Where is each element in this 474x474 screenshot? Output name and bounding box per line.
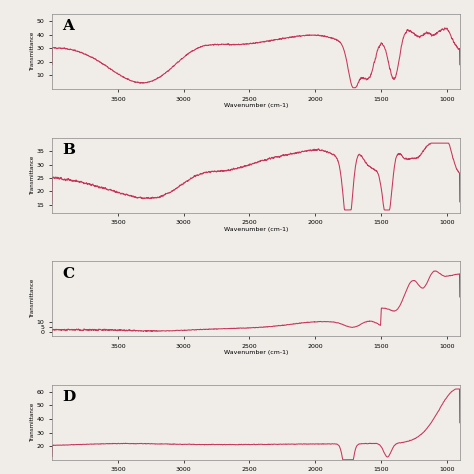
Y-axis label: Transmittance: Transmittance xyxy=(30,403,35,442)
Text: D: D xyxy=(63,390,75,404)
Text: C: C xyxy=(63,266,74,281)
X-axis label: Wavenumber (cm-1): Wavenumber (cm-1) xyxy=(224,227,288,232)
Y-axis label: Transmittance: Transmittance xyxy=(30,279,36,319)
X-axis label: Wavenumber (cm-1): Wavenumber (cm-1) xyxy=(224,350,288,355)
Y-axis label: Transmittance: Transmittance xyxy=(30,32,35,71)
Y-axis label: Transmittance: Transmittance xyxy=(30,155,35,195)
Text: B: B xyxy=(63,143,75,157)
X-axis label: Wavenumber (cm-1): Wavenumber (cm-1) xyxy=(224,103,288,108)
Text: A: A xyxy=(63,19,74,34)
